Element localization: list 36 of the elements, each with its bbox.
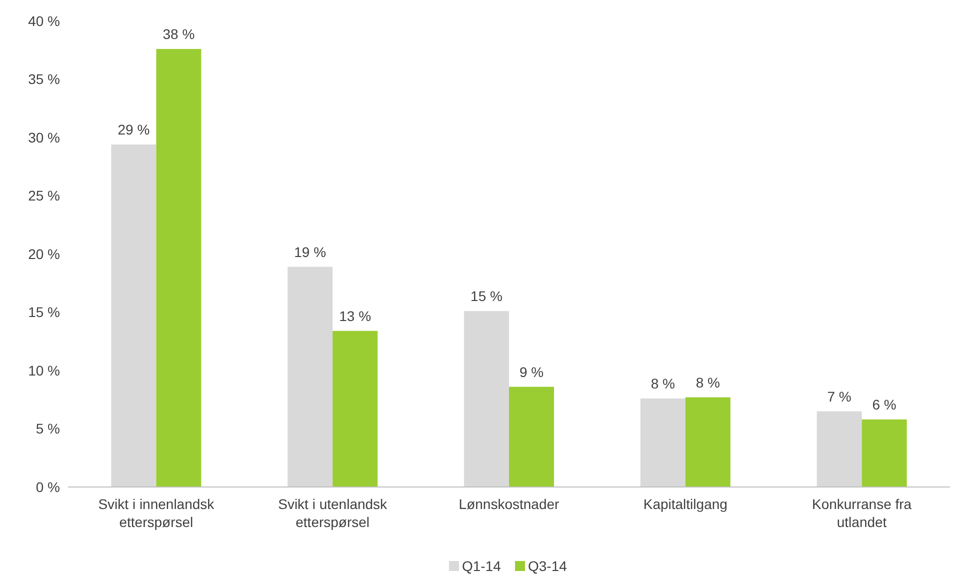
- data-label: 13 %: [339, 308, 372, 324]
- bar: [464, 311, 509, 487]
- bar: [156, 48, 202, 487]
- data-label: 7 %: [827, 388, 852, 404]
- x-tick-label: Lønnskostnader: [458, 496, 560, 512]
- bar: [862, 419, 907, 487]
- y-tick-label: 35 %: [28, 71, 60, 88]
- bar: [640, 398, 686, 487]
- bar: [111, 144, 156, 487]
- x-tick-label: Svikt i utenlandsk etterspørsel: [278, 496, 388, 530]
- data-label: 9 %: [519, 364, 544, 380]
- data-label: 6 %: [872, 396, 896, 412]
- bar: [816, 411, 862, 487]
- y-tick-label: 15 %: [28, 304, 60, 320]
- y-tick-label: 40 %: [28, 12, 60, 29]
- y-tick-label: 30 %: [28, 129, 60, 146]
- data-label: 29 %: [118, 121, 150, 138]
- legend-label: Q3-14: [528, 558, 568, 574]
- y-tick-label: 20 %: [28, 246, 60, 262]
- x-tick-label: Konkurranse fra utlandet: [812, 496, 912, 530]
- x-tick-label: Kapitaltilgang: [643, 496, 728, 512]
- data-label: 8 %: [696, 374, 720, 390]
- bar: [685, 397, 730, 487]
- legend-label: Q1-14: [462, 558, 502, 574]
- y-tick-label: 5 %: [36, 420, 60, 437]
- bar: [288, 266, 333, 487]
- y-tick-label: 10 %: [28, 362, 60, 378]
- bar: [509, 386, 554, 487]
- y-tick-label: 25 %: [28, 188, 60, 204]
- x-tick-label: Svikt i innenlandsk etterspørsel: [98, 496, 216, 530]
- data-label: 19 %: [294, 244, 326, 260]
- data-label: 8 %: [650, 375, 675, 392]
- bar: [332, 330, 378, 487]
- data-label: 38 %: [162, 26, 195, 42]
- data-label: 15 %: [470, 288, 502, 304]
- y-tick-label: 0 %: [36, 478, 60, 495]
